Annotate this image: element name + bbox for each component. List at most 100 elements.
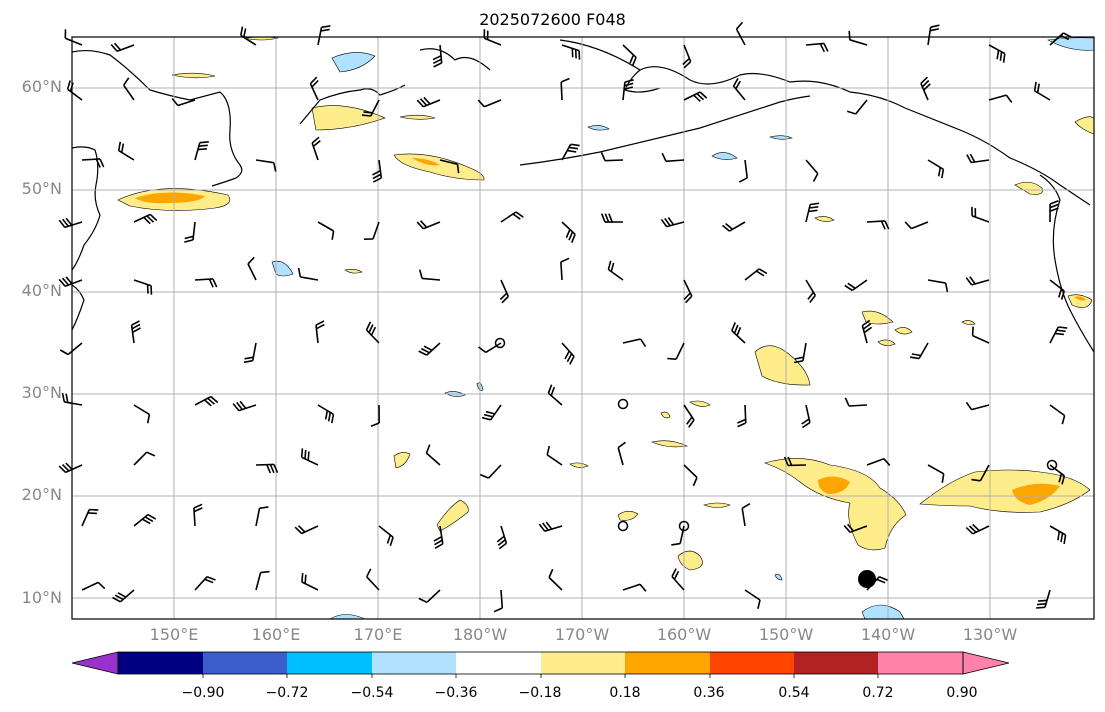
colorbar-segment [118,652,203,674]
lon-label: 170°W [554,625,610,644]
wind-barb [622,79,634,101]
wind-barb [560,257,570,281]
wind-barb [255,463,279,474]
colorbar-segment [710,652,794,674]
wind-barb [418,589,441,604]
wind-barb [478,342,502,354]
gridlines [72,37,1094,619]
wind-barb [561,143,580,161]
wind-barb [117,141,135,161]
wind-barb [184,221,196,243]
wind-barb [493,589,504,613]
lon-label: 180°W [452,625,508,644]
wind-barb [110,42,135,53]
strong-positive-anomaly-region [818,476,850,494]
wind-barb [378,525,394,547]
wind-barb [846,99,868,115]
lat-label: 50°N [21,179,62,198]
wind-barb [370,404,380,428]
lat-label: 60°N [21,77,62,96]
wind-barb [193,503,203,527]
negative-anomaly-region [331,52,376,73]
wind-barb [617,441,626,466]
wind-barb [561,44,581,60]
wind-barb [805,279,816,303]
wind-barb [255,570,270,591]
positive-anomaly-region [393,452,411,469]
colorbar-tick-label: −0.72 [265,685,309,701]
wind-barb [971,326,990,344]
wind-barb [133,451,156,466]
wind-barb [194,141,209,161]
wind-barb [194,395,219,407]
wind-barb [311,136,321,161]
positive-anomaly-region [1067,294,1093,308]
colorbar-segment [878,652,963,674]
wind-barb [927,159,945,179]
wind-barb [538,521,563,532]
wind-barb [744,268,768,281]
wind-barb [58,276,83,287]
wind-barb [548,568,563,591]
wind-barb [81,508,99,527]
wind-barb [805,202,820,223]
wind-barb [58,217,83,229]
wind-barb [61,392,83,406]
wind-barb [363,221,380,240]
wind-barb [247,256,257,281]
colorbar-segment [541,652,625,674]
wind-barb [546,445,563,466]
wind-barb [732,77,746,101]
wind-barb [297,267,319,281]
lon-label: 160°E [251,625,301,644]
colorbar-segment [287,652,372,674]
wind-barb [683,404,695,428]
wind-barb [671,568,685,591]
lon-label: 150°E [149,625,199,644]
wind-barb [1036,589,1051,609]
wind-barb [416,96,441,108]
wind-barb [1049,525,1067,545]
colorbar-segment [794,652,878,674]
lon-label: 150°W [758,625,814,644]
wind-barb [194,278,218,288]
wind-barb [499,279,510,304]
wind-barb [365,321,380,344]
wind-barb [133,513,157,527]
wind-barbs [58,21,1072,613]
wind-barb [59,342,83,356]
colorbar-tick-label: 0.72 [862,685,894,701]
wind-barb [866,220,890,230]
wind-barb [418,342,441,356]
wind-barb [133,279,153,295]
circles [494,337,1058,588]
plot-area [58,21,1095,620]
storm-marker [858,570,876,588]
wind-barb [439,159,460,174]
wind-barb [433,525,444,549]
lat-label: 40°N [21,281,62,300]
wind-barb [561,342,575,365]
colorbar-tick-label: −0.36 [434,685,478,701]
wind-barb [683,91,708,102]
wind-barb [622,338,647,348]
positive-anomaly-region [399,114,436,120]
positive-anomaly-region [660,411,671,419]
colorbar-segment [625,652,710,674]
wind-barb [418,269,441,281]
colorbar-segment [372,652,456,674]
wind-barb [315,320,325,344]
wind-barb [667,342,685,360]
wind-barb [81,581,106,591]
wind-barb [600,213,624,223]
wind-barb [904,221,929,230]
colorbar-segment [456,652,541,674]
wind-barb [966,153,990,164]
wind-barb [671,525,685,546]
lon-label: 130°W [962,625,1018,644]
wind-barb [844,397,868,407]
wind-barb [801,404,811,429]
positive-anomaly-region [961,320,976,325]
wind-barb [416,220,441,230]
